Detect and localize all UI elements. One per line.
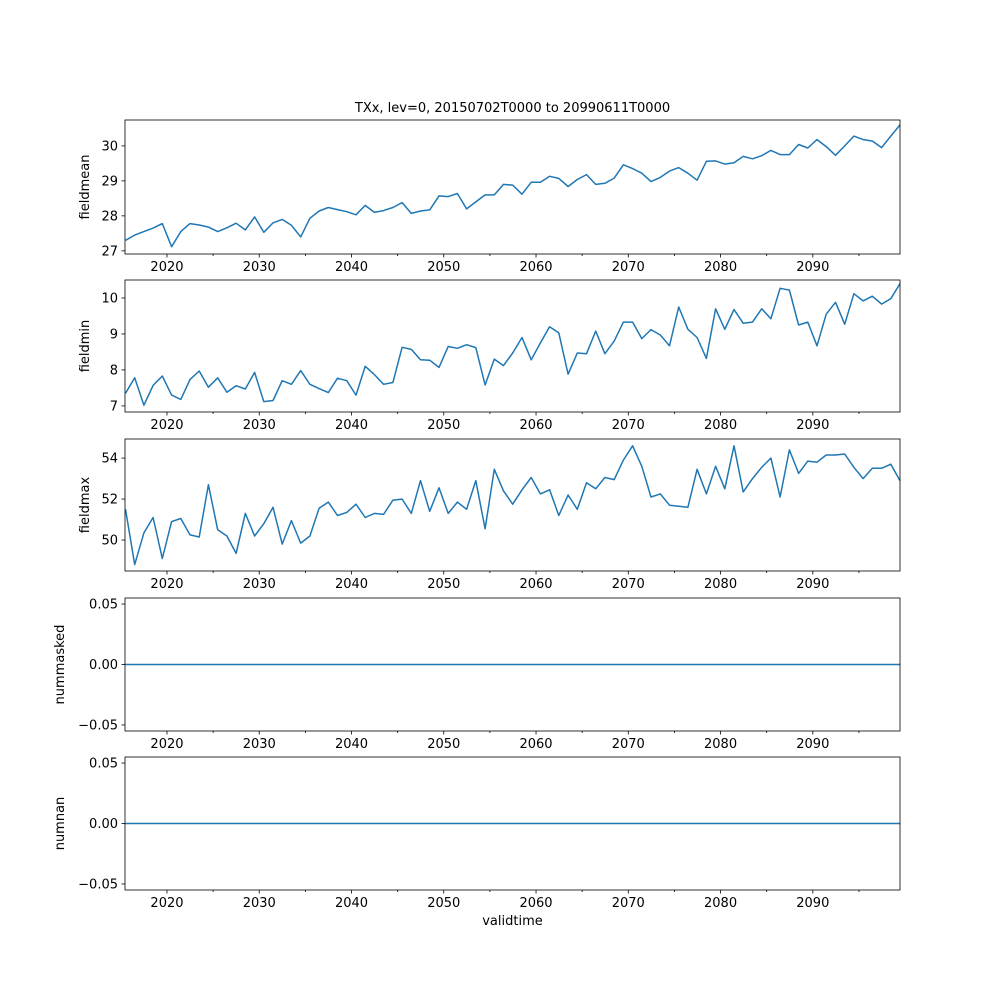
panel-numnan: −0.05 0.00 0.05 2020 2030 2040 2050 2060 2070 208…	[53, 757, 901, 929]
x-tick-label: 2020	[150, 577, 183, 592]
x-tick-label: 2020	[150, 260, 183, 275]
y-tick-label: 50	[101, 534, 118, 549]
panel-fieldmean: 27 28 29 30 2020 2030 2040 2050 2060 2070 2080 2090…	[78, 101, 901, 275]
x-tick-label: 2030	[243, 577, 276, 592]
x-tick-label: 2050	[427, 896, 460, 911]
x-tick-label: 2070	[612, 418, 645, 433]
x-tick-label: 2040	[335, 896, 368, 911]
y-axis-label: fieldmin	[78, 320, 93, 373]
y-tick-label: 27	[101, 244, 118, 259]
x-tick-label: 2050	[427, 737, 460, 752]
y-tick-label: −0.05	[78, 877, 118, 892]
y-tick-label: 0.00	[89, 658, 118, 673]
x-tick-label: 2070	[612, 260, 645, 275]
y-tick-label: 10	[101, 291, 118, 306]
plot-frame	[124, 279, 901, 413]
y-tick-label: 54	[101, 452, 118, 467]
y-tick-label: 9	[110, 327, 118, 342]
x-tick-label: 2040	[335, 418, 368, 433]
x-tick-label: 2090	[796, 577, 829, 592]
panel-fieldmin: 7 8 9 10 2020 2030 2040 2050 2060 2070 2080 2090 fie…	[78, 279, 901, 433]
x-tick-label: 2070	[612, 737, 645, 752]
y-tick-label: 0.05	[89, 598, 118, 613]
x-tick-label: 2050	[427, 418, 460, 433]
x-tick-label: 2080	[704, 418, 737, 433]
series-line-fieldmean	[125, 124, 901, 248]
x-tick-label: 2090	[796, 260, 829, 275]
y-tick-label: 0.00	[89, 817, 118, 832]
x-tick-label: 2030	[243, 260, 276, 275]
plot-frame	[124, 119, 901, 255]
series-line-fieldmax	[124, 445, 901, 566]
y-tick-label: 29	[101, 174, 118, 189]
panel-fieldmax: 50 52 54 2020 2030 2040 2050 2060 2070 2080 2090 fi…	[78, 438, 901, 592]
y-tick-label: 30	[101, 139, 118, 154]
x-tick-label: 2020	[150, 737, 183, 752]
x-tick-label: 2090	[796, 896, 829, 911]
x-tick-label: 2070	[612, 896, 645, 911]
x-tick-label: 2040	[335, 737, 368, 752]
plot-frame	[124, 438, 901, 572]
y-axis-label: fieldmax	[78, 477, 93, 534]
y-axis-label: numnan	[53, 797, 68, 851]
y-tick-label: 28	[101, 209, 118, 224]
x-tick-label: 2050	[427, 577, 460, 592]
x-tick-label: 2040	[335, 260, 368, 275]
x-tick-label: 2030	[243, 737, 276, 752]
x-tick-label: 2060	[519, 577, 552, 592]
series-line-fieldmin	[124, 283, 901, 406]
chart-title: TXx, lev=0, 20150702T0000 to 20990611T00…	[354, 101, 670, 116]
x-tick-label: 2060	[519, 896, 552, 911]
y-tick-label: −0.05	[78, 718, 118, 733]
x-tick-label: 2080	[704, 737, 737, 752]
x-tick-label: 2080	[704, 577, 737, 592]
y-tick-label: 7	[110, 399, 118, 414]
x-tick-label: 2040	[335, 577, 368, 592]
x-tick-label: 2090	[796, 418, 829, 433]
y-tick-label: 52	[101, 493, 118, 508]
x-tick-label: 2090	[796, 737, 829, 752]
y-tick-label: 8	[110, 363, 118, 378]
x-tick-label: 2060	[519, 737, 552, 752]
x-tick-label: 2060	[519, 418, 552, 433]
x-tick-label: 2070	[612, 577, 645, 592]
panel-nummasked: −0.05 0.00 0.05 2020 2030 2040 2050 2060 2070 208…	[53, 598, 901, 752]
x-tick-label: 2030	[243, 896, 276, 911]
x-tick-label: 2020	[150, 418, 183, 433]
x-tick-label: 2080	[704, 896, 737, 911]
y-axis-label: fieldmean	[78, 155, 93, 220]
x-tick-label: 2020	[150, 896, 183, 911]
x-tick-label: 2030	[243, 418, 276, 433]
x-axis-label: validtime	[482, 914, 543, 929]
x-tick-label: 2060	[519, 260, 552, 275]
x-tick-label: 2050	[427, 260, 460, 275]
x-tick-label: 2080	[704, 260, 737, 275]
y-axis-label: nummasked	[53, 625, 68, 705]
y-tick-label: 0.05	[89, 757, 118, 772]
